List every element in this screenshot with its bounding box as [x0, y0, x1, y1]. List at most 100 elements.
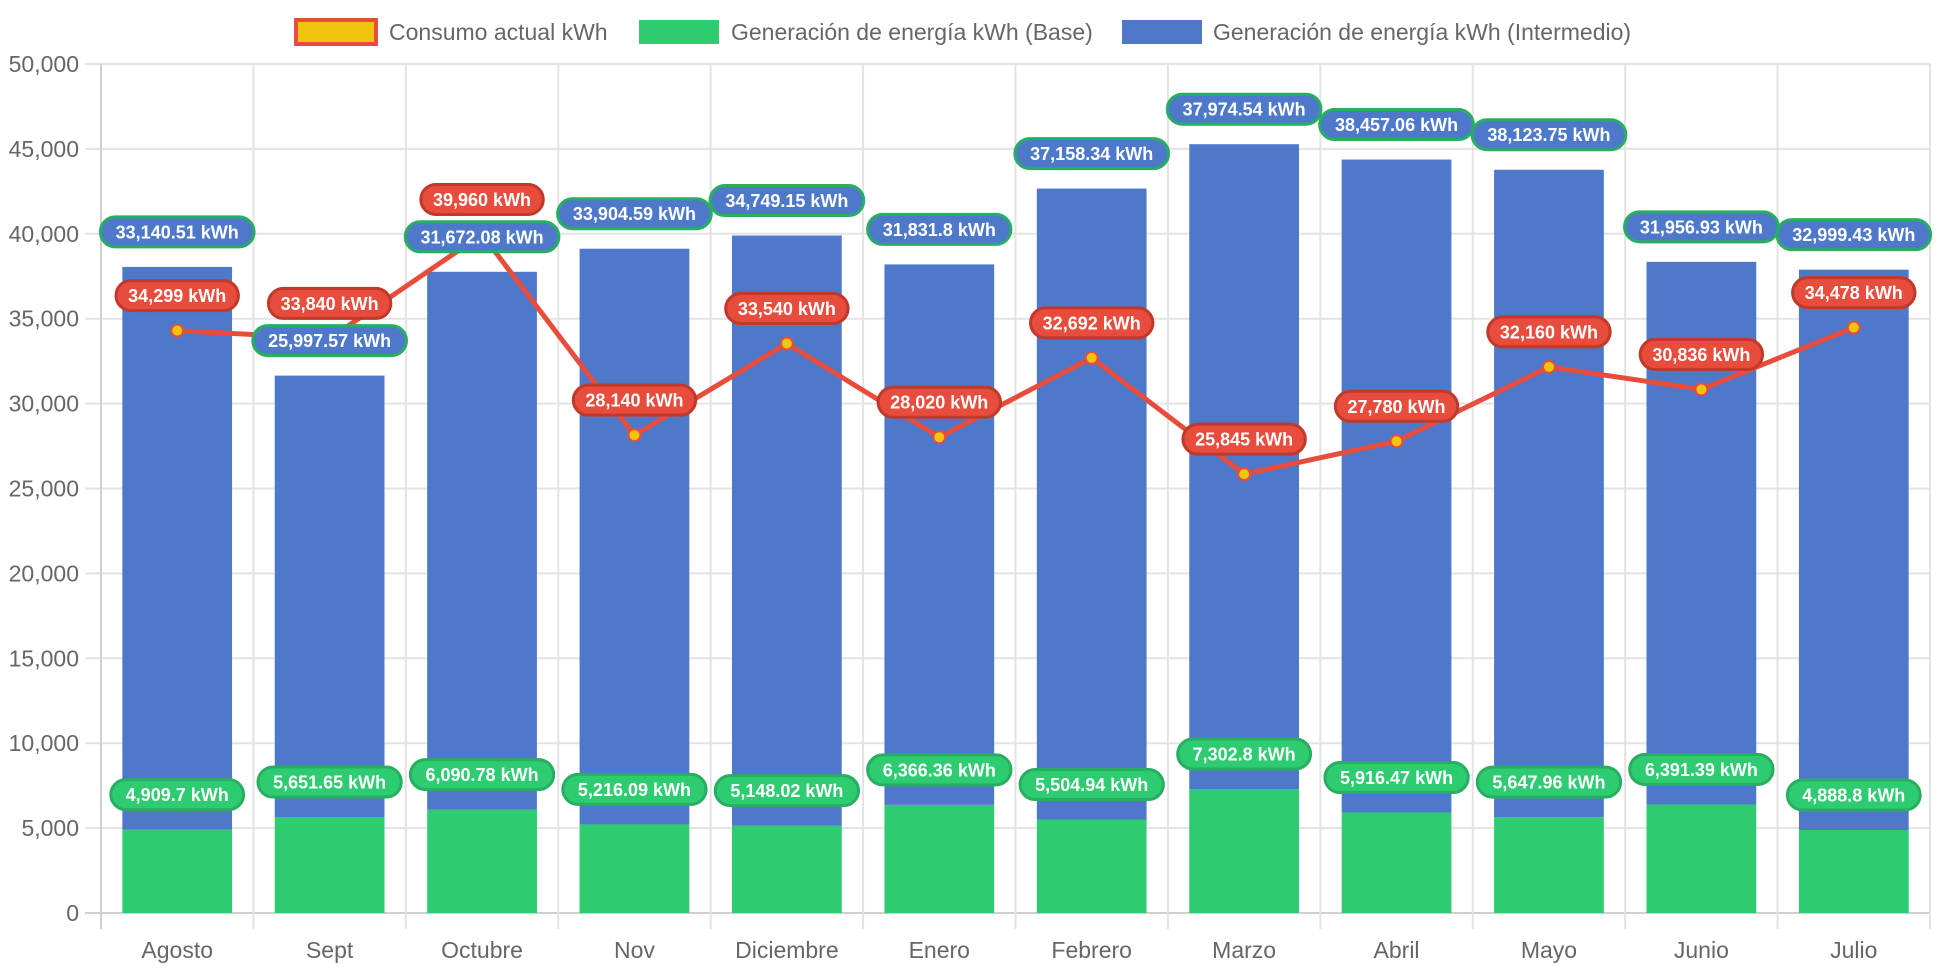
label-consumo-bg — [114, 279, 240, 313]
label-consumo-text: 30,836 kWh — [1652, 345, 1750, 365]
label-consumo: 34,299 kWh — [114, 279, 240, 313]
label-base: 6,391.39 kWh — [1628, 752, 1775, 786]
label-base-text: 5,651.65 kWh — [273, 773, 386, 793]
label-base-bg — [1475, 765, 1623, 799]
x-tick-label: Junio — [1674, 937, 1729, 963]
label-intermedio-text: 31,831.8 kWh — [883, 220, 996, 240]
consumo-point — [170, 323, 185, 338]
x-tick-label: Enero — [909, 937, 970, 963]
label-consumo-bg — [1791, 276, 1917, 310]
label-base-bg — [1176, 737, 1313, 771]
label-base: 5,216.09 kWh — [561, 772, 708, 806]
label-base-text: 5,148.02 kWh — [730, 781, 843, 801]
x-tick-label: Febrero — [1051, 937, 1132, 963]
label-intermedio-text: 31,956.93 kWh — [1640, 217, 1763, 237]
consumo-point — [932, 430, 947, 445]
label-consumo-text: 28,020 kWh — [890, 393, 988, 413]
label-consumo-text: 32,692 kWh — [1043, 313, 1141, 333]
label-base: 5,651.65 kWh — [256, 765, 403, 799]
x-tick-label: Julio — [1830, 937, 1877, 963]
y-tick-label: 10,000 — [9, 730, 79, 756]
label-consumo: 32,692 kWh — [1029, 306, 1155, 340]
consumo-point — [1541, 359, 1556, 374]
x-tick-label: Mayo — [1521, 937, 1577, 963]
label-consumo: 33,540 kWh — [724, 291, 850, 325]
y-tick-label: 30,000 — [9, 391, 79, 417]
label-intermedio: 37,158.34 kWh — [1013, 137, 1171, 171]
label-intermedio-text: 37,974.54 kWh — [1183, 100, 1306, 120]
bar-base — [274, 817, 385, 913]
bar-intermedio — [122, 266, 233, 830]
legend-swatch-base — [639, 20, 719, 44]
label-consumo-text: 27,780 kWh — [1348, 397, 1446, 417]
label-intermedio-bg — [251, 324, 408, 358]
label-consumo-bg — [266, 286, 393, 320]
label-consumo: 30,836 kWh — [1638, 337, 1765, 371]
label-intermedio-bg — [1470, 118, 1628, 152]
label-consumo-bg — [1486, 315, 1612, 349]
label-intermedio-text: 37,158.34 kWh — [1030, 144, 1153, 164]
label-base-bg — [866, 753, 1013, 787]
label-intermedio-bg — [1775, 218, 1933, 252]
label-base-text: 5,647.96 kWh — [1492, 773, 1605, 793]
legend-item-base[interactable]: Generación de energía kWh (Base) — [639, 19, 1093, 45]
label-intermedio-text: 25,997.57 kWh — [268, 331, 391, 351]
bars — [122, 144, 1909, 913]
label-base-text: 5,916.47 kWh — [1340, 768, 1453, 788]
label-consumo: 28,140 kWh — [571, 383, 698, 417]
label-intermedio-text: 32,999.43 kWh — [1792, 225, 1915, 245]
consumo-point — [1237, 467, 1252, 482]
label-intermedio: 33,140.51 kWh — [98, 215, 256, 249]
legend-item-consumo[interactable]: Consumo actual kWh — [294, 18, 608, 46]
label-consumo-bg — [876, 385, 1002, 419]
bar-base — [1036, 819, 1147, 913]
consumo-point — [1694, 382, 1709, 397]
consumo-point — [1084, 350, 1099, 365]
label-base-text: 5,216.09 kWh — [578, 780, 691, 800]
label-consumo: 25,845 kWh — [1181, 422, 1307, 456]
label-base-bg — [1018, 768, 1165, 802]
label-consumo: 34,478 kWh — [1791, 276, 1917, 310]
label-intermedio-text: 38,123.75 kWh — [1487, 125, 1610, 145]
bar-intermedio — [427, 271, 537, 810]
bar-base — [1341, 812, 1452, 913]
data-labels: 33,140.51 kWh 4,909.7 kWh 34,299 kWh 25,997… — [98, 92, 1933, 812]
legend-item-intermedio[interactable]: Generación de energía kWh (Intermedio) — [1122, 19, 1631, 45]
label-intermedio: 34,749.15 kWh — [708, 184, 866, 218]
label-consumo: 39,960 kWh — [419, 182, 545, 216]
bar-intermedio — [274, 375, 385, 818]
bar-base — [884, 804, 995, 913]
label-base-bg — [408, 758, 556, 792]
label-consumo-bg — [1333, 389, 1460, 423]
x-axis-ticks: Agosto Sept Octubre Nov Diciembre Enero Febrer… — [141, 937, 1877, 963]
label-consumo-text: 28,140 kWh — [585, 391, 683, 411]
label-consumo-bg — [1029, 306, 1155, 340]
x-tick-label: Agosto — [141, 937, 213, 963]
label-consumo: 28,020 kWh — [876, 385, 1002, 419]
y-tick-label: 40,000 — [9, 221, 79, 247]
label-base-text: 6,391.39 kWh — [1645, 760, 1758, 780]
y-axis-ticks: 0 5,000 10,000 15,000 20,000 25,000 30,000 35,0… — [9, 51, 79, 926]
label-intermedio-bg — [403, 220, 561, 254]
bar-intermedio — [884, 264, 995, 805]
bar-base — [579, 824, 690, 913]
label-base-bg — [1785, 778, 1922, 812]
label-intermedio-text: 38,457.06 kWh — [1335, 115, 1458, 135]
label-base-text: 4,888.8 kWh — [1802, 785, 1905, 805]
legend-label-consumo: Consumo actual kWh — [389, 19, 608, 45]
bar-intermedio — [579, 248, 690, 825]
label-base: 4,909.7 kWh — [109, 778, 246, 812]
y-tick-label: 50,000 — [9, 51, 79, 77]
x-tick-label: Marzo — [1212, 937, 1276, 963]
label-intermedio: 37,974.54 kWh — [1165, 92, 1323, 126]
label-intermedio-bg — [98, 215, 256, 249]
label-consumo-bg — [1181, 422, 1307, 456]
label-consumo-bg — [1638, 337, 1765, 371]
label-base: 5,148.02 kWh — [713, 774, 861, 808]
label-intermedio-bg — [556, 197, 713, 231]
label-intermedio-bg — [1318, 108, 1475, 142]
bar-base — [732, 825, 842, 913]
label-consumo-bg — [419, 182, 545, 216]
label-consumo-text: 32,160 kWh — [1500, 322, 1598, 342]
